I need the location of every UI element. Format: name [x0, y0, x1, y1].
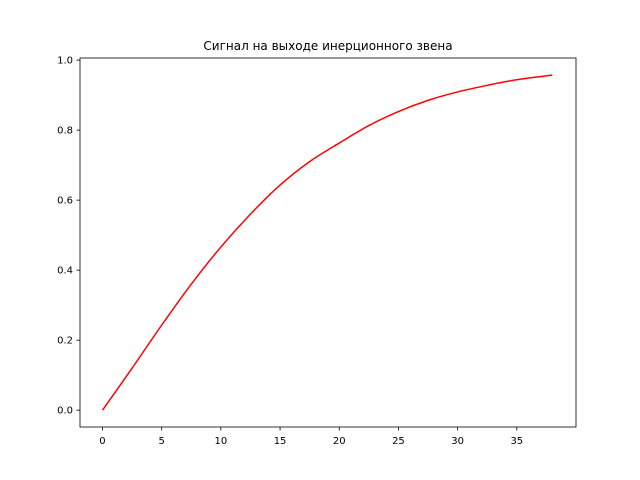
x-tick-label: 35	[510, 436, 523, 447]
y-tick-label: 0.2	[57, 336, 73, 347]
y-tick-label: 0.4	[57, 266, 73, 277]
x-tick-label: 30	[451, 436, 464, 447]
x-tick-label: 20	[333, 436, 346, 447]
chart-title: Сигнал на выходе инерционного звена	[203, 39, 452, 53]
x-tick-label: 15	[274, 436, 287, 447]
y-tick-label: 1.0	[57, 56, 73, 67]
axes-frame	[79, 57, 577, 428]
y-tick-label: 0.6	[57, 196, 73, 207]
x-tick-label: 5	[158, 436, 164, 447]
signal-line	[101, 74, 553, 411]
x-tick-label: 25	[392, 436, 405, 447]
y-tick-label: 0.8	[57, 126, 73, 137]
x-tick-label: 0	[99, 436, 105, 447]
y-tick-label: 0.0	[57, 406, 73, 417]
x-tick-label: 10	[215, 436, 228, 447]
